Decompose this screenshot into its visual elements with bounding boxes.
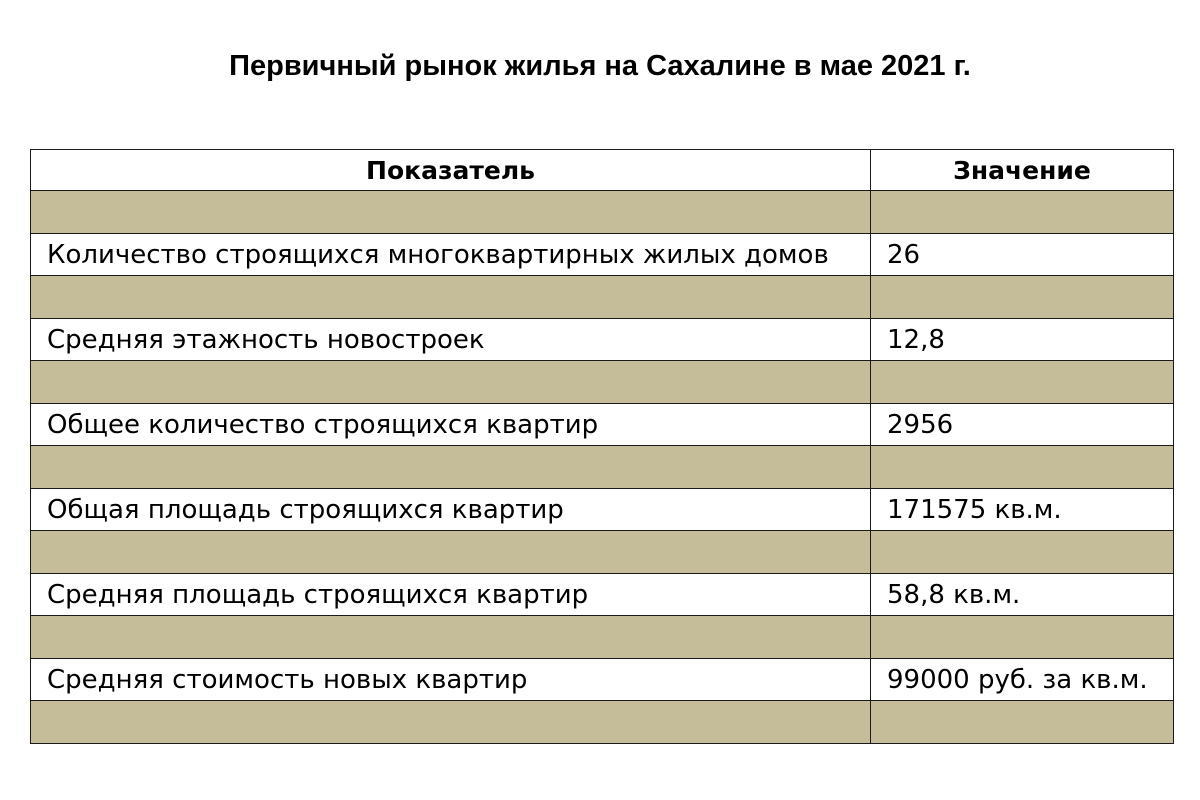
spacer-cell [870,360,1174,404]
spacer-cell [30,275,871,319]
spacer-cell [30,530,871,574]
value-cell: 58,8 кв.м. [870,573,1174,616]
table-row: Количество строящихся многоквартирных жи… [30,233,1174,276]
spacer-row [30,700,1174,744]
table-row: Средняя площадь строящихся квартир 58,8 … [30,573,1174,616]
spacer-cell [870,530,1174,574]
spacer-cell [870,615,1174,659]
spacer-row [30,530,1174,574]
table-row: Общее количество строящихся квартир 2956 [30,403,1174,446]
spacer-cell [870,700,1174,744]
spacer-cell [870,275,1174,319]
table-row: Средняя стоимость новых квартир 99000 ру… [30,658,1174,701]
spacer-row [30,190,1174,234]
spacer-row [30,445,1174,489]
spacer-cell [30,615,871,659]
indicator-cell: Средняя площадь строящихся квартир [30,573,871,616]
table-row: Средняя этажность новостроек 12,8 [30,318,1174,361]
value-cell: 2956 [870,403,1174,446]
column-header-indicator: Показатель [30,149,871,191]
table-row: Общая площадь строящихся квартир 171575 … [30,488,1174,531]
indicator-cell: Средняя этажность новостроек [30,318,871,361]
value-cell: 171575 кв.м. [870,488,1174,531]
indicator-cell: Общее количество строящихся квартир [30,403,871,446]
spacer-cell [30,360,871,404]
table-body: Количество строящихся многоквартирных жи… [30,190,1174,744]
spacer-cell [30,190,871,234]
spacer-cell [870,190,1174,234]
page-title: Первичный рынок жилья на Сахалине в мае … [229,50,971,82]
spacer-cell [30,700,871,744]
value-cell: 99000 руб. за кв.м. [870,658,1174,701]
table-header-row: Показатель Значение [30,149,1174,191]
spacer-row [30,360,1174,404]
indicators-table: Показатель Значение Количество строящихс… [30,149,1174,744]
indicator-cell: Количество строящихся многоквартирных жи… [30,233,871,276]
spacer-row [30,615,1174,659]
value-cell: 12,8 [870,318,1174,361]
value-cell: 26 [870,233,1174,276]
indicator-cell: Средняя стоимость новых квартир [30,658,871,701]
spacer-row [30,275,1174,319]
spacer-cell [30,445,871,489]
column-header-value: Значение [870,149,1174,191]
indicator-cell: Общая площадь строящихся квартир [30,488,871,531]
spacer-cell [870,445,1174,489]
